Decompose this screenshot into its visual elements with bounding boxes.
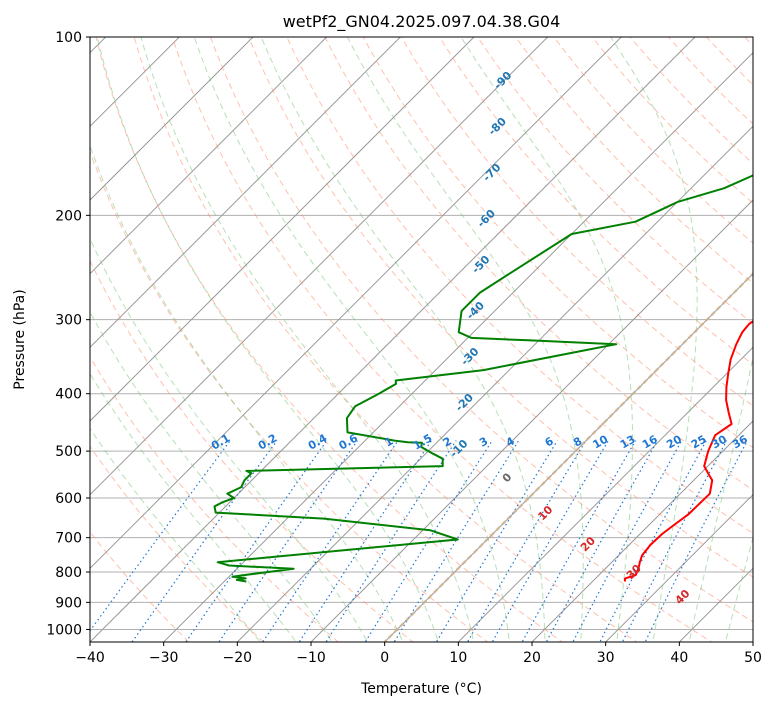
y-tick-label: 700 bbox=[55, 531, 82, 547]
x-tick-label: 30 bbox=[597, 650, 615, 666]
y-tick-label: 800 bbox=[55, 565, 82, 581]
y-tick-label: 600 bbox=[55, 491, 82, 507]
x-tick-label: −20 bbox=[223, 650, 253, 666]
x-tick-label: −10 bbox=[296, 650, 326, 666]
y-tick-label: 100 bbox=[55, 30, 82, 46]
x-tick-label: 10 bbox=[449, 650, 467, 666]
y-axis-label: Pressure (hPa) bbox=[12, 289, 28, 389]
x-tick-label: −40 bbox=[75, 650, 105, 666]
y-tick-label: 500 bbox=[55, 444, 82, 460]
y-tick-label: 900 bbox=[55, 595, 82, 611]
y-tick-label: 400 bbox=[55, 387, 82, 403]
x-tick-label: 20 bbox=[523, 650, 541, 666]
x-tick-label: 0 bbox=[380, 650, 389, 666]
x-axis-label: Temperature (°C) bbox=[360, 681, 482, 697]
y-tick-label: 1000 bbox=[46, 622, 82, 638]
x-tick-label: 40 bbox=[670, 650, 688, 666]
y-tick-label: 300 bbox=[55, 313, 82, 329]
x-tick-label: 50 bbox=[744, 650, 762, 666]
y-tick-label: 200 bbox=[55, 208, 82, 224]
x-tick-label: −30 bbox=[149, 650, 179, 666]
chart-title: wetPf2_GN04.2025.097.04.38.G04 bbox=[283, 12, 561, 32]
